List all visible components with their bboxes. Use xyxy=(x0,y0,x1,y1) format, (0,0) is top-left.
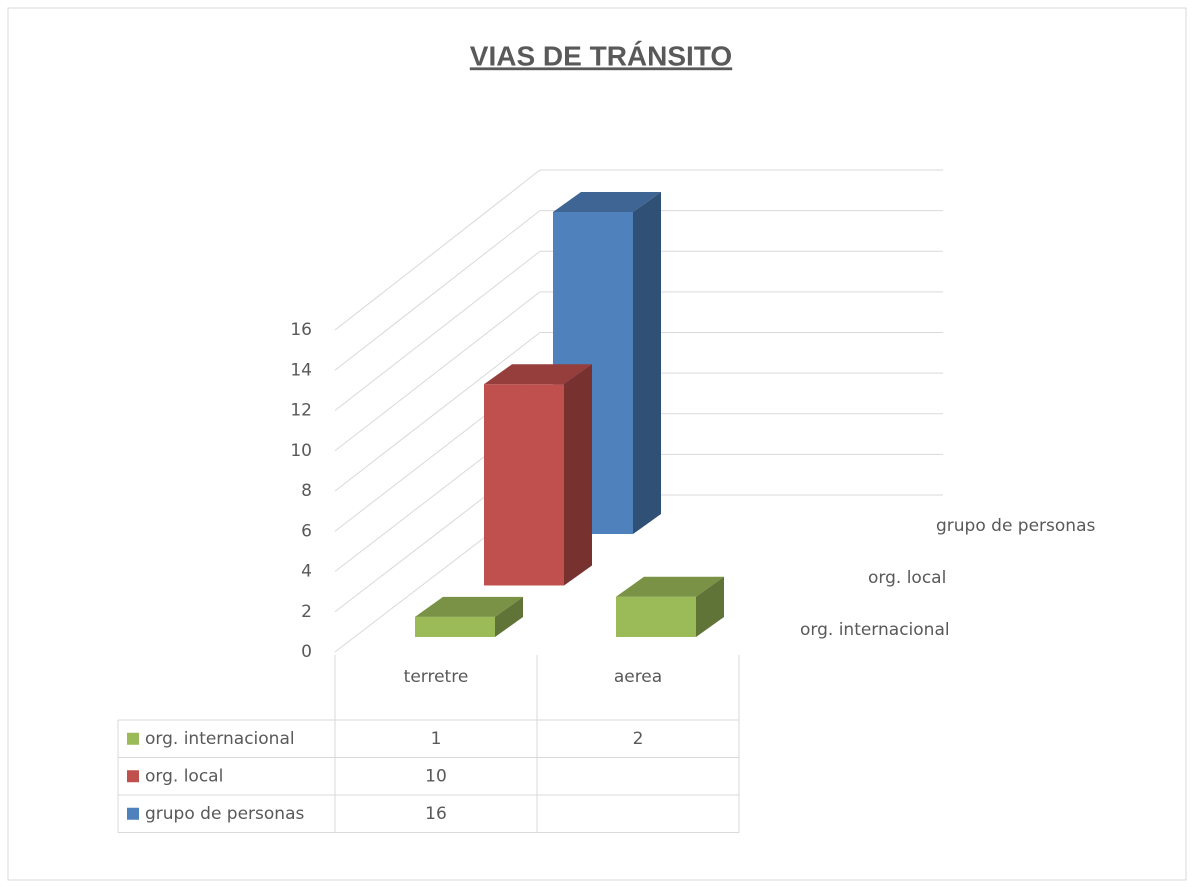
series-depth-label: org. local xyxy=(868,568,946,588)
y-tick-label: 2 xyxy=(301,602,312,622)
legend-label: org. internacional xyxy=(145,729,295,749)
bar-top xyxy=(484,364,592,385)
legend-label: grupo de personas xyxy=(145,804,304,824)
bar-side xyxy=(696,576,724,637)
y-tick-label: 0 xyxy=(301,642,312,662)
table-value: 2 xyxy=(633,729,644,749)
chart-title: VIAS DE TRÁNSITO xyxy=(470,40,732,71)
y-tick-label: 6 xyxy=(301,521,312,541)
grid-line xyxy=(334,210,541,371)
y-tick-label: 12 xyxy=(290,401,312,421)
y-tick-label: 14 xyxy=(290,360,312,380)
grid-line xyxy=(334,250,541,411)
bar-top xyxy=(415,596,523,617)
y-tick-label: 4 xyxy=(301,562,312,582)
bar-side xyxy=(633,192,661,534)
bar-top xyxy=(616,576,724,597)
series-depth-label: org. internacional xyxy=(800,620,950,640)
legend-swatch xyxy=(127,732,139,745)
bar-side xyxy=(495,596,523,637)
bar-top xyxy=(553,192,661,212)
bar xyxy=(415,616,495,637)
grid-line xyxy=(334,169,541,331)
grid-line xyxy=(334,332,541,492)
series-depth-label: grupo de personas xyxy=(936,516,1095,536)
y-tick-label: 8 xyxy=(301,481,312,501)
table-value: 16 xyxy=(425,804,447,824)
legend-swatch xyxy=(127,770,139,783)
x-tick-label: aerea xyxy=(614,667,662,687)
x-tick-label: terretre xyxy=(404,667,469,687)
y-tick-label: 16 xyxy=(290,320,312,340)
bar xyxy=(616,596,696,637)
y-tick-label: 10 xyxy=(290,441,312,461)
bar xyxy=(484,384,564,586)
legend-swatch xyxy=(127,807,139,820)
legend-label: org. local xyxy=(145,766,223,786)
grid-line xyxy=(334,291,541,452)
bar-side xyxy=(564,364,592,586)
table-value: 1 xyxy=(431,729,442,749)
table-value: 10 xyxy=(425,766,447,786)
